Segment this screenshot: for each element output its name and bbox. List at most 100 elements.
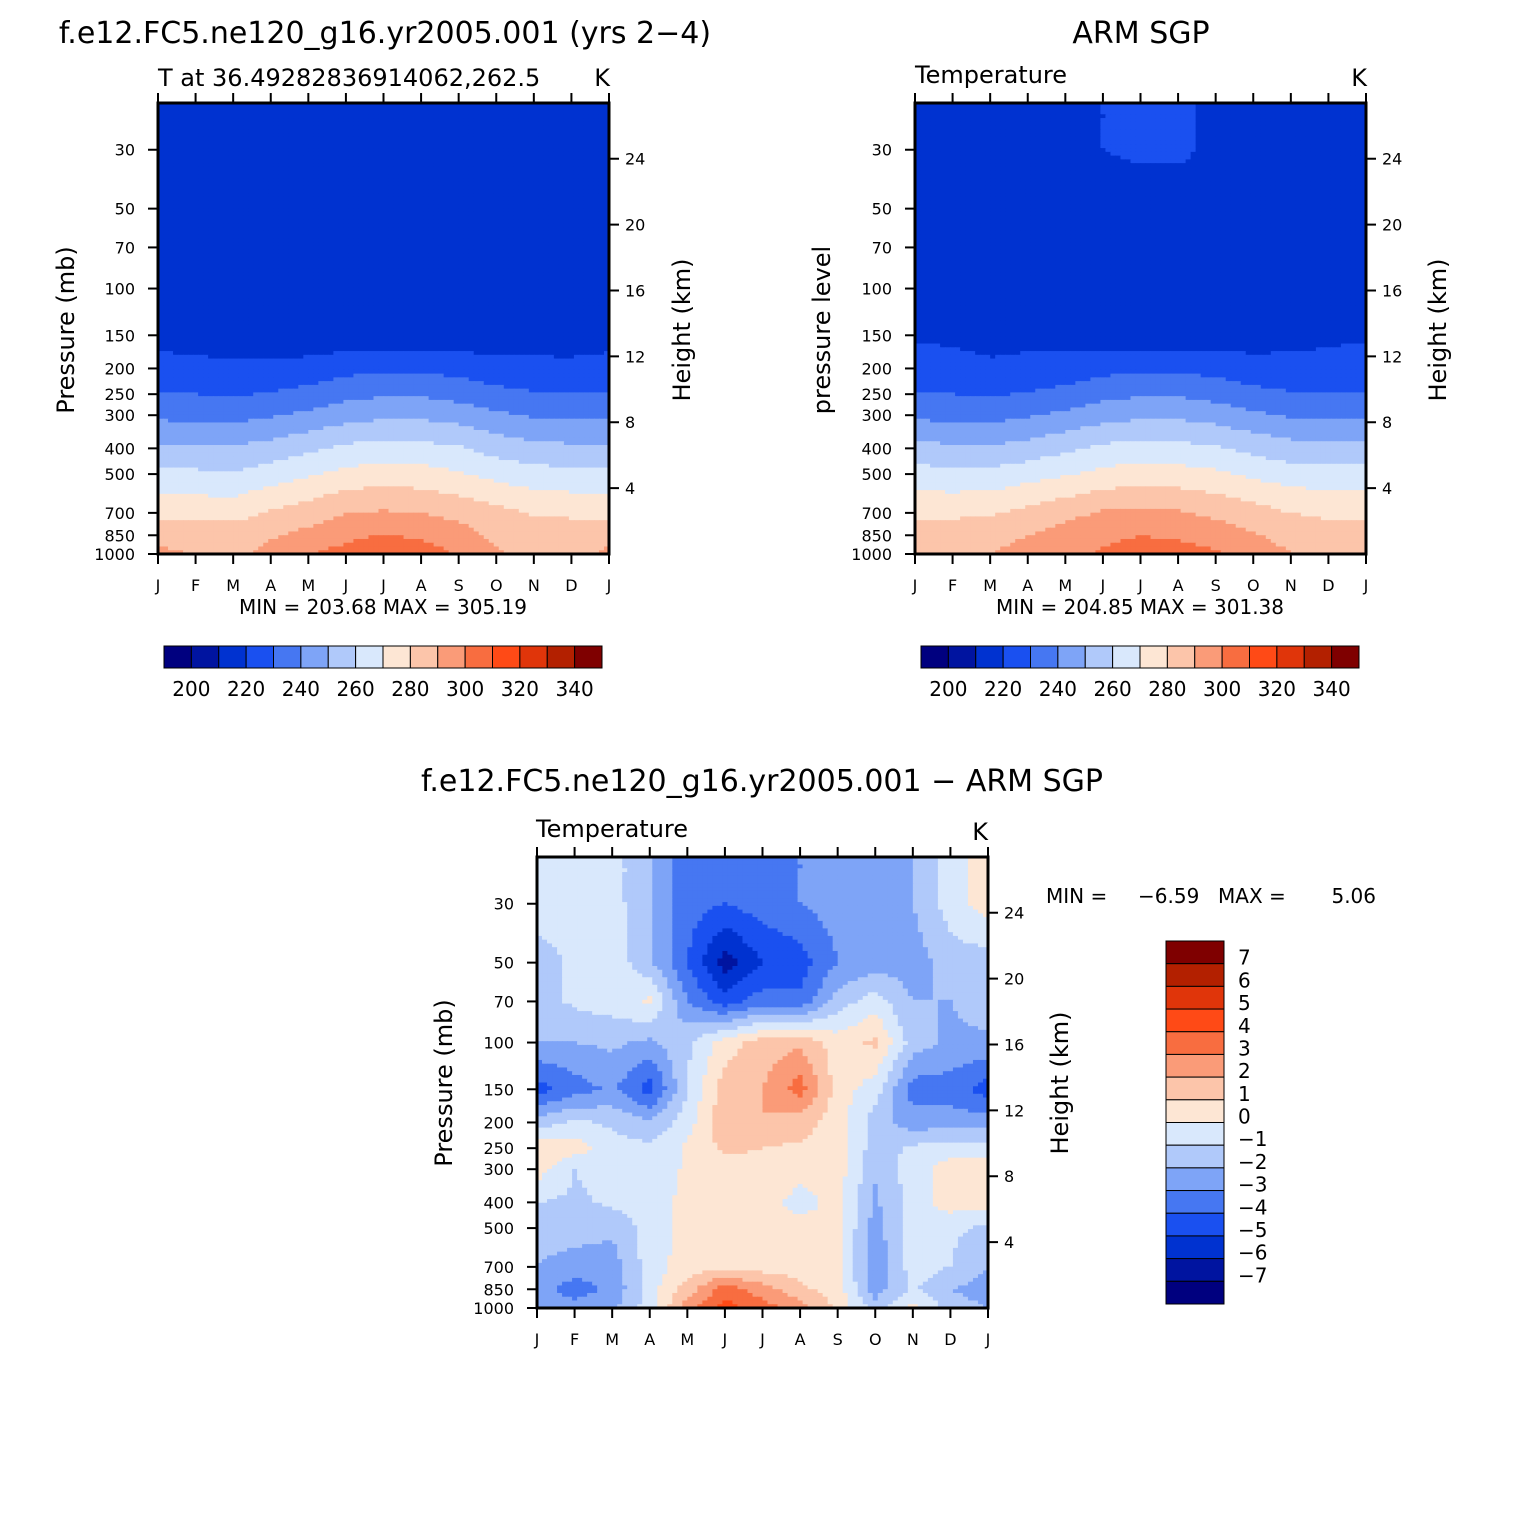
model-cell: [273, 283, 279, 288]
model-cell: [193, 260, 199, 266]
model-cell: [413, 272, 420, 277]
model-cell: [403, 193, 410, 198]
model-cell: [348, 114, 355, 119]
model-cell: [463, 257, 470, 262]
model-cell: [208, 234, 214, 239]
model-cell: [278, 279, 284, 284]
model-cell: [198, 253, 204, 258]
model-cell: [498, 181, 505, 187]
model-cell: [278, 193, 284, 198]
model-cell: [348, 163, 355, 168]
model-cell: [293, 181, 299, 187]
model-cell: [363, 129, 370, 134]
model-cell: [553, 133, 560, 138]
model-cell: [513, 219, 520, 224]
model-cell: [308, 242, 314, 247]
model-cell: [553, 253, 560, 258]
model-cell: [258, 294, 264, 300]
model-cell: [353, 125, 360, 130]
model-cell: [453, 166, 460, 172]
model-cell: [248, 204, 254, 209]
model-cell: [553, 208, 560, 213]
model-cell: [398, 230, 405, 236]
model-cell: [553, 106, 560, 112]
model-cell: [378, 253, 385, 258]
model-cell: [283, 215, 289, 221]
model-cell: [378, 193, 385, 198]
model-cell: [543, 257, 550, 262]
model-cell: [478, 159, 485, 164]
model-cell: [498, 242, 505, 247]
model-cell: [478, 290, 485, 296]
model-cell: [293, 215, 299, 221]
model-cell: [443, 151, 450, 157]
model-cell: [458, 272, 465, 277]
model-cell: [463, 238, 470, 243]
model-cell: [463, 136, 470, 142]
model-cell: [228, 294, 234, 300]
model-cell: [538, 193, 545, 198]
model-cell: [423, 174, 430, 179]
model-cell: [293, 196, 299, 202]
model-cell: [428, 257, 435, 262]
model-cell: [398, 242, 405, 247]
model-cell: [378, 272, 385, 277]
model-cell: [508, 118, 515, 123]
model-cell: [393, 110, 400, 115]
model-cell: [513, 275, 520, 281]
model-cell: [588, 302, 595, 307]
model-cell: [348, 125, 355, 130]
model-cell: [248, 196, 254, 202]
model-cell: [463, 253, 470, 258]
model-cell: [468, 181, 475, 187]
model-cell: [158, 174, 164, 179]
model-cell: [523, 136, 530, 142]
model-cell: [248, 121, 254, 127]
model-cell: [453, 151, 460, 157]
model-cell: [583, 253, 590, 258]
model-cell: [563, 200, 570, 206]
model-cell: [558, 275, 565, 281]
model-cell: [383, 287, 390, 292]
model-cell: [208, 133, 214, 138]
model-cell: [293, 189, 299, 194]
model-cell: [233, 166, 239, 172]
model-cell: [498, 268, 505, 273]
model-cell: [368, 136, 375, 142]
model-cell: [253, 181, 259, 187]
model-cell: [168, 215, 174, 221]
model-cell: [223, 163, 229, 168]
model-cell: [318, 238, 324, 243]
model-cell: [358, 272, 365, 277]
model-cell: [323, 208, 329, 213]
model-cell: [463, 234, 470, 239]
model-cell: [358, 159, 365, 164]
model-cell: [503, 114, 510, 119]
model-cell: [568, 129, 575, 134]
model-cell: [418, 196, 425, 202]
model-cell: [423, 230, 430, 236]
model-cell: [313, 106, 319, 112]
model-cell: [358, 129, 365, 134]
model-cell: [393, 238, 400, 243]
model-cell: [173, 110, 179, 115]
model-cell: [363, 208, 370, 213]
model-cell: [538, 178, 545, 183]
model-cell: [188, 196, 194, 202]
model-cell: [448, 189, 455, 194]
model-cell: [283, 200, 289, 206]
model-cell: [518, 219, 525, 224]
model-cell: [513, 253, 520, 258]
model-cell: [478, 185, 485, 191]
model-cell: [208, 223, 214, 228]
model-cell: [203, 125, 209, 130]
model-cell: [388, 118, 395, 123]
model-cell: [348, 200, 355, 206]
model-cell: [303, 275, 309, 281]
model-cell: [428, 159, 435, 164]
model-cell: [453, 305, 460, 311]
model-cell: [343, 279, 350, 284]
model-cell: [163, 110, 169, 115]
model-cell: [543, 163, 550, 168]
model-cell: [483, 268, 490, 273]
